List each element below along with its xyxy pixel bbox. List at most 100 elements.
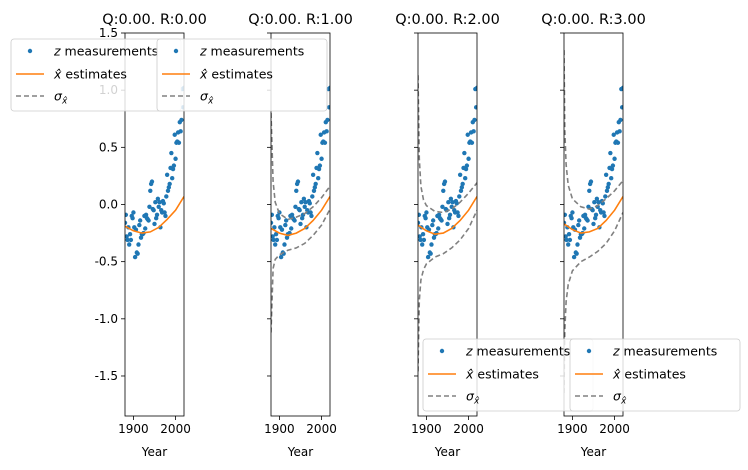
legend-symbol: σ	[54, 89, 63, 104]
measurement-point	[588, 179, 594, 184]
legend-text: measurements	[473, 344, 571, 359]
sigma-upper-line	[564, 50, 623, 210]
measurement-point	[273, 242, 278, 247]
x-tick-label: 1900	[264, 422, 295, 436]
axes-frame	[417, 32, 478, 417]
measurement-point	[420, 242, 425, 247]
measurement-point	[303, 200, 308, 205]
measurement-point	[617, 129, 622, 134]
measurement-point	[170, 166, 176, 172]
measurement-point	[431, 235, 437, 240]
measurement-point	[151, 208, 156, 213]
measurement-point	[147, 204, 152, 209]
measurement-point	[462, 150, 467, 156]
measurement-point	[418, 237, 423, 243]
legend-label-measurements: z measurements	[199, 44, 304, 59]
measurement-point	[441, 188, 446, 193]
x-tick-label: 2000	[306, 422, 337, 436]
measurement-point	[564, 212, 568, 217]
measurement-point	[418, 212, 422, 217]
x-tick-label: 2000	[599, 422, 630, 436]
subplot-title: Q:0.00. R:2.00	[395, 12, 500, 28]
measurement-point	[271, 212, 275, 217]
measurement-point	[312, 185, 318, 190]
measurement-point	[618, 117, 623, 123]
measurement-point	[471, 129, 476, 134]
measurement-point	[576, 218, 582, 223]
measurement-point	[163, 213, 168, 219]
measurement-point	[469, 140, 475, 145]
x-axis-label: Year	[141, 445, 167, 459]
measurement-point	[429, 242, 434, 247]
measurement-point	[156, 204, 161, 209]
measurement-point	[310, 172, 316, 177]
legend-symbol: σ	[466, 389, 475, 404]
measurement-point	[292, 218, 297, 223]
subplot-3: Q:0.00. R:2.00 1900 2000 Year	[395, 12, 500, 459]
measurement-point	[301, 196, 307, 201]
measurement-point	[574, 251, 579, 256]
x-axis-label: Year	[287, 445, 313, 459]
measurement-point	[169, 150, 174, 156]
measurement-point	[137, 218, 143, 223]
measurement-point	[135, 251, 140, 256]
subplot-4: Q:0.00. R:3.00 1900 2000 Year	[541, 12, 646, 459]
measurement-point	[161, 201, 166, 206]
measurement-point	[152, 221, 157, 227]
measurement-point	[130, 216, 135, 221]
legend-label-sigma: σx̂	[200, 89, 214, 107]
measurement-point	[582, 226, 587, 231]
legend-symbol: x̂	[199, 67, 208, 82]
measurement-point	[428, 251, 433, 256]
legend-box	[569, 338, 741, 412]
measurement-point	[171, 163, 177, 168]
measurement-point	[472, 117, 477, 123]
legend-box	[156, 38, 328, 112]
measurement-point	[173, 156, 178, 161]
subplot-title: Q:0.00. R:3.00	[541, 12, 646, 28]
measurement-point	[458, 188, 464, 193]
measurement-point	[322, 140, 328, 145]
measurement-point	[566, 242, 571, 247]
x-axis-label: Year	[580, 445, 606, 459]
measurement-point	[167, 181, 172, 187]
y-tick-label: -0.5	[95, 255, 118, 269]
measurement-point	[137, 222, 142, 228]
measurement-point	[439, 218, 444, 223]
measurement-point	[317, 163, 323, 168]
measurement-point	[289, 226, 294, 231]
x-tick-label: 1900	[411, 422, 442, 436]
measurement-point	[464, 163, 470, 168]
measurement-point	[327, 85, 330, 91]
measurement-point	[564, 237, 569, 243]
measurement-point	[131, 210, 136, 215]
measurement-point	[272, 225, 277, 230]
measurement-point	[457, 172, 463, 177]
measurement-point	[436, 212, 442, 217]
measurement-point	[425, 254, 431, 260]
measurement-point	[463, 175, 468, 181]
y-tick-label: 0.5	[99, 140, 118, 154]
measurement-point	[594, 196, 600, 201]
measurement-point	[447, 212, 453, 217]
plot-area	[271, 85, 330, 333]
measurement-point	[440, 204, 445, 209]
measurement-point	[602, 213, 607, 219]
measurement-point	[420, 232, 426, 237]
measurement-point	[162, 210, 167, 215]
legend-symbol: σ	[613, 389, 622, 404]
measurement-point	[608, 150, 613, 156]
measurement-point	[436, 226, 441, 231]
measurement-point	[571, 254, 577, 260]
measurement-point	[136, 242, 141, 247]
measurement-point	[603, 194, 608, 199]
measurement-point	[273, 232, 279, 237]
legend-subscript: x̂	[207, 96, 214, 107]
measurement-point	[310, 194, 315, 199]
measurement-point	[125, 237, 130, 243]
measurement-point	[170, 175, 175, 181]
